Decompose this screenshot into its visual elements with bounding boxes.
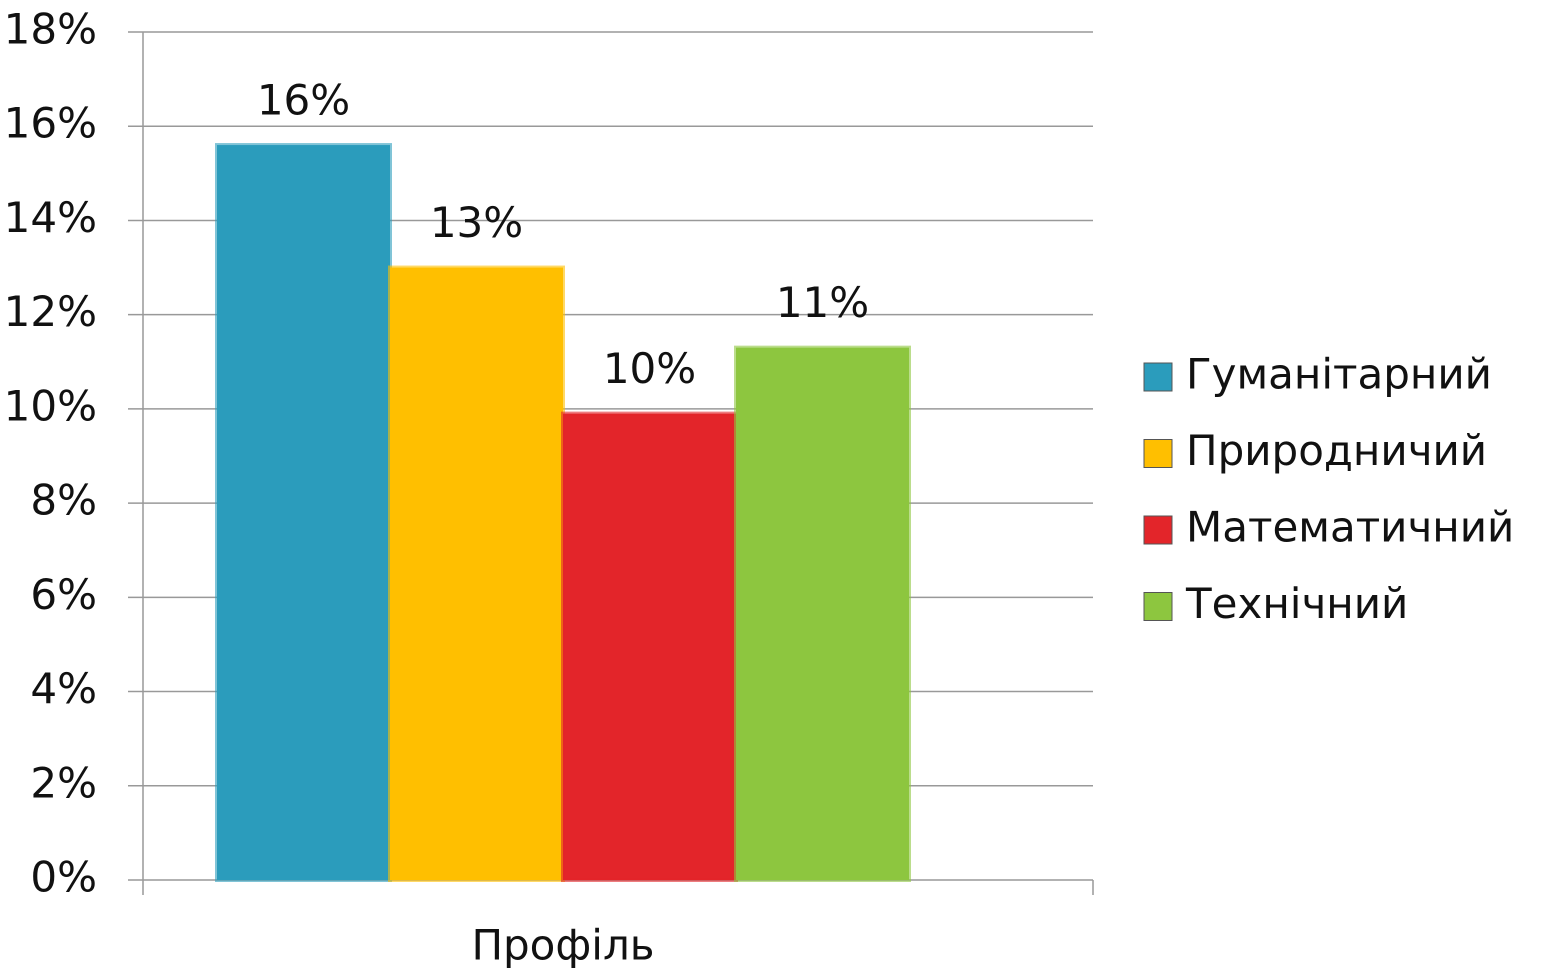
legend-swatch <box>1143 362 1173 392</box>
legend-label: Технічний <box>1185 579 1408 628</box>
data-label: 11% <box>776 278 869 327</box>
legend-label: Гуманітарний <box>1186 350 1492 399</box>
bar <box>388 265 565 882</box>
y-tick-label: 12% <box>4 287 97 336</box>
y-tick-label: 0% <box>30 853 97 902</box>
bar <box>734 345 911 882</box>
bar <box>561 411 738 882</box>
x-tick-label: Профіль <box>471 921 654 970</box>
legend-swatch <box>1143 592 1173 621</box>
y-tick-label: 8% <box>30 476 97 525</box>
y-tick-label: 2% <box>30 758 97 807</box>
y-tick-label: 10% <box>4 381 97 430</box>
bar <box>215 143 392 883</box>
legend-swatch <box>1143 515 1173 545</box>
y-tick-label: 14% <box>4 193 97 242</box>
legend-label: Природничий <box>1186 426 1487 475</box>
data-label: 13% <box>430 198 523 247</box>
data-label: 10% <box>603 344 696 393</box>
y-tick-label: 4% <box>30 664 97 713</box>
y-tick-label: 16% <box>4 99 97 148</box>
legend-label: Математичний <box>1186 503 1514 552</box>
legend-swatch <box>1143 439 1173 468</box>
data-label: 16% <box>257 76 350 125</box>
y-tick-label: 6% <box>30 570 97 619</box>
y-tick-label: 18% <box>4 5 97 54</box>
